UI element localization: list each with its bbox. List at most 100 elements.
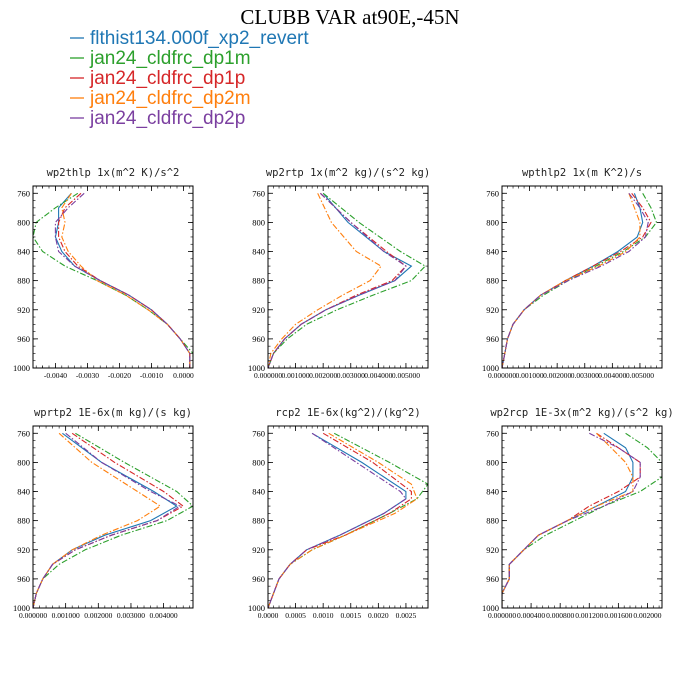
y-tick-label: 800 [252, 457, 265, 467]
series-group [502, 432, 662, 608]
plot-frame [32, 185, 194, 369]
y-tick-label: 1000 [482, 363, 499, 373]
series-group [502, 192, 658, 368]
y-tick-label: 880 [252, 516, 265, 526]
x-tick-label: 0.000000 [254, 371, 282, 380]
y-tick-label: 1000 [248, 363, 265, 373]
y-tick-label: 880 [486, 276, 499, 286]
y-tick-label: 840 [17, 487, 30, 497]
chart-panel: rcp2 1E-6x(kg^2)/(kg^2) 760 800 840 880 920 96… [248, 407, 429, 620]
x-tick-label: 0.002000 [633, 611, 661, 620]
y-tick-label: 960 [486, 334, 499, 344]
y-tick-label: 960 [252, 574, 265, 584]
figure-title: CLUBB VAR at90E,-45N [240, 5, 459, 29]
series-line [33, 432, 185, 608]
y-tick-label: 880 [17, 516, 30, 526]
x-tick-label: 0.001000 [516, 371, 544, 380]
panel-title: wp2rcp 1E-3x(m^2 kg)/(s^2 kg) [490, 407, 673, 419]
plot-frame [501, 425, 663, 609]
y-tick-label: 760 [486, 188, 499, 198]
series-line [502, 432, 641, 608]
series-line [502, 432, 662, 608]
x-tick-label: 0.004000 [364, 371, 392, 380]
panels: wp2thlp 1x(m^2 K)/s^2 760 800 840 880 920 960 1… [13, 167, 674, 620]
y-tick-label: 880 [252, 276, 265, 286]
series-line [502, 432, 641, 608]
series-line [268, 192, 407, 368]
x-tick-label: 0.0000 [173, 371, 194, 380]
x-tick-label: 0.002000 [309, 371, 337, 380]
y-tick-label: 840 [252, 247, 265, 257]
y-tick-label: 840 [17, 247, 30, 257]
x-tick-label: -0.0010 [140, 371, 163, 380]
y-tick-label: 960 [17, 574, 30, 584]
x-tick-label: 0.000000 [488, 371, 516, 380]
series-line [58, 192, 191, 368]
y-tick-label: 1000 [13, 603, 30, 613]
series-line [502, 192, 652, 368]
panel-title: wprtp2 1E-6x(m kg)/(s kg) [34, 407, 192, 419]
series-group [33, 192, 193, 368]
y-tick-label: 760 [252, 428, 265, 438]
x-tick-label: 0.003000 [117, 611, 145, 620]
panel-title: wp2rtp 1x(m^2 kg)/(s^2 kg) [266, 167, 430, 179]
x-tick-label: 0.002000 [84, 611, 112, 620]
x-tick-label: 0.002000 [543, 371, 571, 380]
y-tick-label: 960 [486, 574, 499, 584]
x-tick-label: 0.003000 [571, 371, 599, 380]
series-line [502, 193, 658, 368]
series-line [33, 432, 193, 608]
y-tick-label: 800 [17, 217, 30, 227]
series-group [268, 432, 428, 608]
series-line [33, 192, 193, 368]
series-line [502, 193, 644, 368]
x-tick-label: 0.0005 [285, 611, 306, 620]
plot-frame [267, 185, 429, 369]
chart-panel: wp2rcp 1E-3x(m^2 kg)/(s^2 kg) 760 800 840 88… [482, 407, 674, 620]
x-tick-label: 0.000000 [19, 611, 47, 620]
x-tick-label: 0.0025 [396, 611, 417, 620]
y-tick-label: 760 [486, 428, 499, 438]
y-tick-label: 1000 [248, 603, 265, 613]
x-tick-label: 0.001000 [282, 371, 310, 380]
series-line [268, 432, 428, 608]
y-tick-label: 760 [17, 188, 30, 198]
y-tick-label: 840 [486, 487, 499, 497]
legend-entry: jan24_cldfrc_dp2m [89, 88, 251, 109]
plot-frame [267, 425, 429, 609]
plot-frame [32, 425, 194, 609]
legend: flthist134.000f_xp2_revertjan24_cldfrc_d… [70, 28, 309, 129]
chart-panel: wp2thlp 1x(m^2 K)/s^2 760 800 840 880 920 960 1… [13, 167, 194, 380]
chart-panel: wprtp2 1E-6x(m kg)/(s kg) 760 800 840 880 920… [13, 407, 194, 620]
y-tick-label: 800 [486, 217, 499, 227]
y-tick-label: 960 [252, 334, 265, 344]
plot-frame [501, 185, 663, 369]
x-tick-label: 0.0010 [313, 611, 334, 620]
legend-entry: jan24_cldfrc_dp2p [89, 108, 245, 129]
y-tick-label: 880 [17, 276, 30, 286]
panel-title: rcp2 1E-6x(kg^2)/(kg^2) [275, 407, 420, 419]
series-line [268, 192, 413, 368]
x-tick-label: 0.000400 [517, 611, 545, 620]
y-tick-label: 1000 [482, 603, 499, 613]
series-line [268, 432, 407, 608]
x-tick-label: -0.0030 [76, 371, 99, 380]
series-line [268, 432, 412, 608]
x-tick-label: -0.0040 [44, 371, 67, 380]
x-tick-label: 0.0020 [368, 611, 389, 620]
x-tick-label: 0.004000 [150, 611, 178, 620]
series-line [54, 192, 191, 368]
x-tick-label: 0.005000 [626, 371, 654, 380]
y-tick-label: 880 [486, 516, 499, 526]
panel-title: wpthlp2 1x(m K^2)/s [522, 167, 642, 179]
series-line [33, 432, 162, 608]
series-line [33, 432, 182, 608]
series-group [268, 192, 427, 368]
chart-panel: wpthlp2 1x(m K^2)/s 760 800 840 880 920 960 100… [482, 167, 663, 380]
x-tick-label: 0.000000 [488, 611, 516, 620]
y-tick-label: 920 [252, 545, 265, 555]
legend-entry: jan24_cldfrc_dp1p [89, 68, 245, 89]
series-line [268, 193, 382, 368]
x-tick-label: 0.001000 [52, 611, 80, 620]
